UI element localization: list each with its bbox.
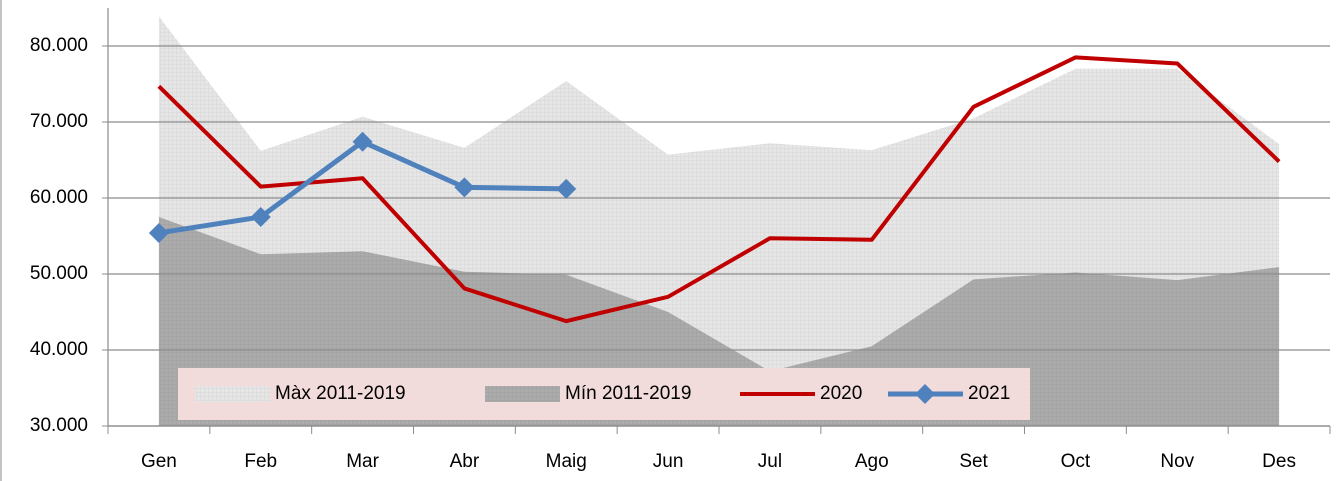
legend-marker — [915, 384, 935, 404]
x-tick-label: Oct — [1061, 451, 1091, 472]
x-tick-label: Maig — [546, 451, 587, 472]
legend-label: 2020 — [820, 383, 862, 404]
legend-label: 2021 — [968, 383, 1010, 404]
y-tick-label: 70.000 — [30, 111, 88, 132]
marker — [454, 177, 475, 198]
y-tick-label: 80.000 — [30, 35, 88, 56]
x-tick-label: Mar — [346, 451, 379, 472]
y-tick-label: 60.000 — [30, 187, 88, 208]
x-tick-label: Gen — [141, 451, 177, 472]
marker — [556, 178, 577, 199]
x-tick-label: Jun — [653, 451, 684, 472]
y-tick-label: 40.000 — [30, 339, 88, 360]
x-tick-label: Ago — [855, 451, 889, 472]
y-tick-label: 50.000 — [30, 263, 88, 284]
x-tick-label: Nov — [1160, 451, 1194, 472]
legend-swatch-texture — [485, 386, 560, 402]
y-tick-label: 30.000 — [30, 415, 88, 436]
x-tick-label: Jul — [758, 451, 782, 472]
legend-label: Mín 2011-2019 — [565, 383, 691, 404]
marker — [148, 222, 169, 243]
line — [157, 55, 1281, 324]
marker — [352, 131, 373, 152]
legend-swatch-texture — [195, 386, 270, 402]
x-tick-label: Feb — [244, 451, 277, 472]
x-tick-label: Set — [959, 451, 988, 472]
marker — [250, 207, 271, 227]
legend-label: Màx 2011-2019 — [275, 383, 406, 404]
x-tick-label: Des — [1262, 451, 1296, 472]
x-tick-label: Abr — [450, 451, 480, 472]
